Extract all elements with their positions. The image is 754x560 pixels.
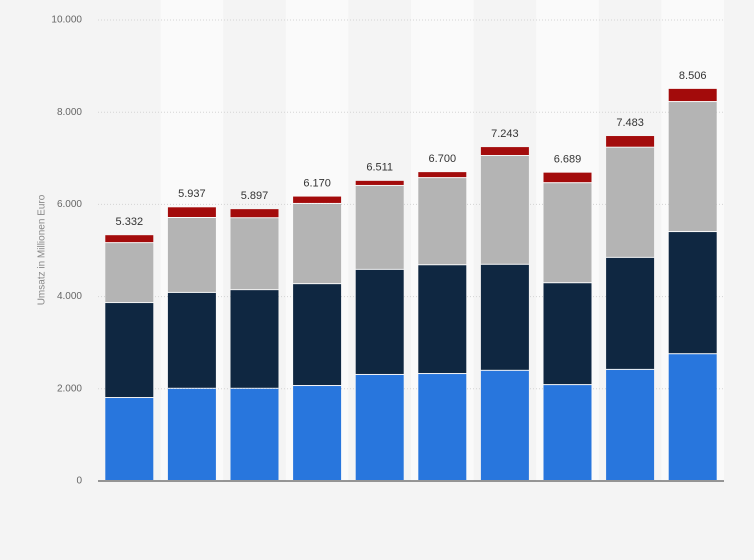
bar-segment (606, 257, 655, 369)
bar-segment (418, 374, 467, 480)
bar-segment (230, 388, 279, 480)
bar-segment (355, 185, 404, 269)
total-label: 5.937 (178, 188, 206, 200)
bar-segment (606, 136, 655, 147)
bar-segment (418, 178, 467, 265)
bar-segment (543, 283, 592, 385)
bar-segment (230, 209, 279, 218)
y-tick-label: 2.000 (57, 383, 82, 394)
bar-segment (105, 235, 154, 243)
total-label: 5.332 (116, 216, 144, 228)
bar-segment (543, 385, 592, 480)
bar-segment (167, 388, 216, 480)
total-label: 7.483 (616, 117, 644, 129)
bar-segment (668, 232, 717, 354)
bar-segment (480, 147, 529, 155)
total-label: 6.700 (429, 153, 457, 165)
bar-segment (480, 264, 529, 370)
y-tick-label: 0 (76, 476, 82, 487)
bar-segment (105, 303, 154, 398)
bar-segment (167, 217, 216, 292)
bar-segment (230, 290, 279, 388)
bar-segment (167, 292, 216, 388)
bar-segment (668, 102, 717, 232)
total-label: 7.243 (491, 128, 519, 140)
bar-segment (105, 398, 154, 480)
y-tick-label: 8.000 (57, 107, 82, 118)
bar-segment (668, 88, 717, 102)
y-axis-label: Umsatz in Millionen Euro (37, 194, 48, 305)
bar-segment (230, 218, 279, 290)
bar-segment (105, 243, 154, 303)
bar-segment (293, 386, 342, 480)
bar-segment (543, 183, 592, 283)
y-tick-label: 10.000 (51, 15, 82, 26)
total-label: 5.897 (241, 190, 269, 202)
bar-segment (668, 354, 717, 480)
bar-segment (293, 284, 342, 386)
y-tick-label: 6.000 (57, 199, 82, 210)
total-label: 6.689 (554, 154, 582, 166)
bar-segment (355, 269, 404, 374)
total-label: 6.511 (366, 162, 393, 174)
bar-segment (293, 203, 342, 284)
bar-segment (480, 155, 529, 264)
bar-segment (293, 196, 342, 203)
bar-segment (418, 172, 467, 178)
total-label: 6.170 (303, 177, 331, 189)
total-label: 8.506 (679, 70, 707, 82)
bar-segment (418, 265, 467, 374)
bar-segment (606, 147, 655, 257)
bar-segment (167, 207, 216, 217)
bar-segment (480, 370, 529, 480)
bar-segment (543, 172, 592, 183)
bar-segment (606, 369, 655, 480)
y-tick-label: 4.000 (57, 291, 82, 302)
bar-segment (355, 374, 404, 480)
bar-segment (355, 180, 404, 185)
